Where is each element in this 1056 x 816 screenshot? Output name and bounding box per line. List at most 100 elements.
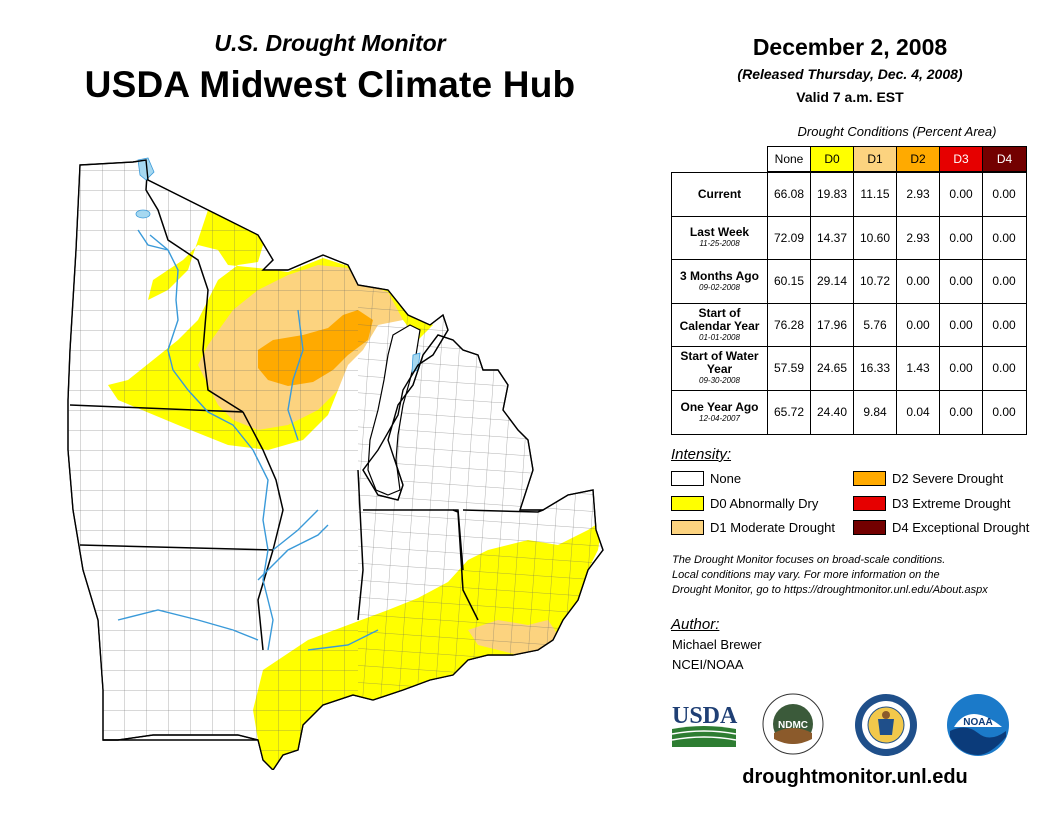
author-heading: Author:: [671, 616, 720, 633]
row-label-text: Last Week: [689, 225, 750, 240]
cell-value: 16.33: [854, 347, 897, 390]
cell-value: 0.00: [940, 173, 983, 216]
cell-value: 24.65: [811, 347, 854, 390]
small-lakes: [135, 157, 421, 373]
cell-value: 0.00: [940, 303, 983, 346]
valid-time: Valid 7 a.m. EST: [796, 89, 904, 105]
cell-value: 0.00: [940, 216, 983, 259]
row-date: 01-01-2008: [699, 332, 740, 342]
author-name: Michael Brewer: [672, 637, 762, 652]
ndmc-logo: NDMC: [762, 693, 824, 755]
cell-value: 57.59: [768, 347, 811, 390]
col-d2: D2: [897, 147, 940, 171]
cell-value: 0.00: [897, 260, 940, 303]
cell-value: 0.00: [992, 405, 1016, 420]
row-label-text: 3 Months Ago: [680, 268, 759, 283]
row-label-text: Start of Water Year: [680, 349, 759, 377]
rivers: [117, 229, 379, 651]
cell-value: 0.00: [992, 187, 1016, 202]
cell-value: 66.08: [768, 173, 811, 216]
legend-swatch-d2: [853, 471, 886, 486]
svg-text:USDA: USDA: [672, 703, 738, 729]
cell-value: 24.40: [811, 390, 854, 434]
row-date: 11-25-2008: [699, 239, 740, 249]
conditions-title: Drought Conditions (Percent Area): [797, 124, 997, 139]
legend-swatch-d1: [671, 520, 704, 535]
note-line: Local conditions may vary. For more info…: [672, 569, 940, 581]
cell-value: 0.00: [897, 303, 940, 346]
row-label: Start of Calendar Year 01-01-2008: [672, 303, 768, 346]
legend-label: D1 Moderate Drought: [710, 520, 836, 535]
legend-label: D3 Extreme Drought: [892, 496, 1011, 511]
cell-value: 0.00: [992, 230, 1016, 245]
cell-value: 29.14: [811, 260, 854, 303]
row-label-text: One Year Ago: [680, 399, 759, 414]
cell-value: 60.15: [768, 260, 811, 303]
cell-value: 10.72: [854, 260, 897, 303]
legend-swatch-d4: [853, 520, 886, 535]
row-date: 09-02-2008: [699, 282, 740, 292]
release-date: (Released Thursday, Dec. 4, 2008): [737, 66, 963, 82]
cell-value: 76.28: [768, 303, 811, 346]
legend-label: D0 Abnormally Dry: [710, 496, 819, 511]
row-label: 3 Months Ago 09-02-2008: [672, 260, 768, 303]
usda-logo: USDA: [671, 703, 738, 747]
legend-item-d1: D1 Moderate Drought: [671, 520, 835, 535]
row-date: 09-30-2008: [699, 376, 740, 386]
cell-value: 0.00: [992, 361, 1016, 376]
conditions-table: Current 66.08 19.83 11.15 2.93 0.00 0.00 Last W…: [671, 172, 1027, 435]
legend-label: D4 Exceptional Drought: [892, 520, 1030, 535]
lake-michigan: [367, 324, 421, 496]
cell-value: 0.00: [940, 260, 983, 303]
conditions-row: One Year Ago 12-04-2007 65.72 24.40 9.84 0.04…: [672, 390, 1026, 434]
cell-value: 11.15: [854, 173, 897, 216]
legend-label: D2 Severe Drought: [892, 471, 1004, 486]
map-date: December 2, 2008: [752, 34, 948, 60]
row-label: Start of Water Year 09-30-2008: [672, 347, 768, 390]
legend-item-none: None: [671, 471, 741, 486]
cell-value: 2.93: [897, 173, 940, 216]
conditions-row: Start of Water Year 09-30-2008 57.59 24.65 1…: [672, 347, 1026, 391]
drought-map: [67, 157, 604, 770]
col-d4: D4: [983, 147, 1026, 171]
cell-value: 10.60: [854, 216, 897, 259]
svg-text:NOAA: NOAA: [963, 717, 992, 728]
legend-item-d3: D3 Extreme Drought: [853, 496, 1011, 511]
col-d0: D0: [811, 147, 854, 171]
cell-value: 14.37: [811, 216, 854, 259]
conditions-row: 3 Months Ago 09-02-2008 60.15 29.14 10.72 0.0…: [672, 260, 1026, 304]
cell-value: 1.43: [897, 347, 940, 390]
map-title: USDA Midwest Climate Hub: [84, 64, 576, 105]
row-label: Last Week 11-25-2008: [672, 216, 768, 259]
cell-value: 17.96: [811, 303, 854, 346]
doc-seal-logo: [855, 694, 917, 756]
note-line: Drought Monitor, go to https://droughtmo…: [672, 584, 988, 596]
cell-value: 72.09: [768, 216, 811, 259]
map-land: [67, 157, 604, 770]
legend-swatch-d0: [671, 496, 704, 511]
conditions-header: None D0 D1 D2 D3 D4: [767, 146, 1027, 172]
cell-value: 9.84: [854, 390, 897, 434]
website-link[interactable]: droughtmonitor.unl.edu: [742, 766, 968, 788]
cell-value: 2.93: [897, 216, 940, 259]
noaa-logo: NOAA: [947, 694, 1009, 756]
state-boundaries: [69, 159, 544, 741]
cell-value: 0.00: [940, 347, 983, 390]
row-label: Current: [672, 173, 768, 216]
author-org: NCEI/NOAA: [672, 657, 744, 672]
conditions-row: Current 66.08 19.83 11.15 2.93 0.00 0.00: [672, 173, 1026, 217]
cell-value: 0.04: [897, 390, 940, 434]
cell-value: 5.76: [854, 303, 897, 346]
cell-value: 65.72: [768, 390, 811, 434]
col-d3: D3: [940, 147, 983, 171]
cell-value: 19.83: [811, 173, 854, 216]
cell-value: 0.00: [992, 317, 1016, 332]
legend-title: Intensity:: [671, 446, 732, 463]
map-subtitle: U.S. Drought Monitor: [214, 30, 446, 56]
disclaimer-note: The Drought Monitor focuses on broad-sca…: [672, 553, 1052, 598]
legend-label: None: [710, 471, 742, 486]
legend-item-d2: D2 Severe Drought: [853, 471, 1003, 486]
svg-text:NDMC: NDMC: [778, 720, 808, 731]
col-d1: D1: [854, 147, 897, 171]
row-label-text: Start of Calendar Year: [679, 305, 760, 333]
